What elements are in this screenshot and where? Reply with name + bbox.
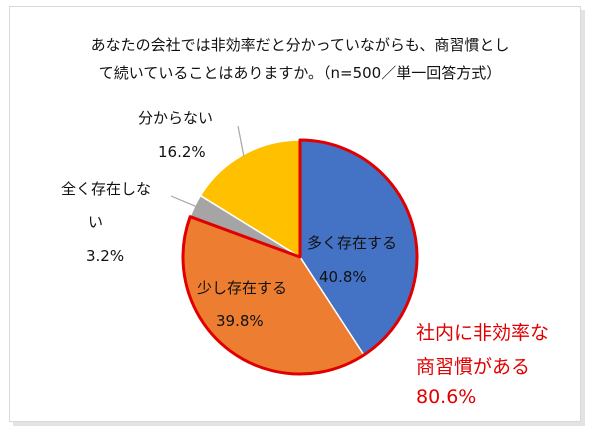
slice-value-unknown: 16.2% [158,143,206,161]
slice-value-none: 3.2% [86,247,124,265]
slice-label-many: 多く存在する [307,234,397,252]
slice-label-some: 少し存在する [197,279,287,297]
slice-value-some: 39.8% [216,312,264,330]
chart-title-line-2: て続いていることはありますか。（n=500／単一回答方式） [98,64,502,82]
leader-line-none [170,195,197,208]
annotation-line-3: 80.6% [416,386,477,408]
slice-label-none-line2: い [88,213,103,231]
annotation-line-2: 商習慣がある [416,356,531,378]
annotation-line-1: 社内に非効率な [416,322,550,344]
slice-label-none-line1: 全く存在しな [61,180,151,198]
leader-line-unknown [237,125,245,157]
slice-label-unknown: 分からない [138,109,213,127]
highlight-outline [181,138,419,376]
slice-value-many: 40.8% [319,268,367,286]
pie-slice-unknown [199,139,301,259]
chart-title-line-1: あなたの会社では非効率だと分かっていながらも、商習慣とし [90,36,510,54]
